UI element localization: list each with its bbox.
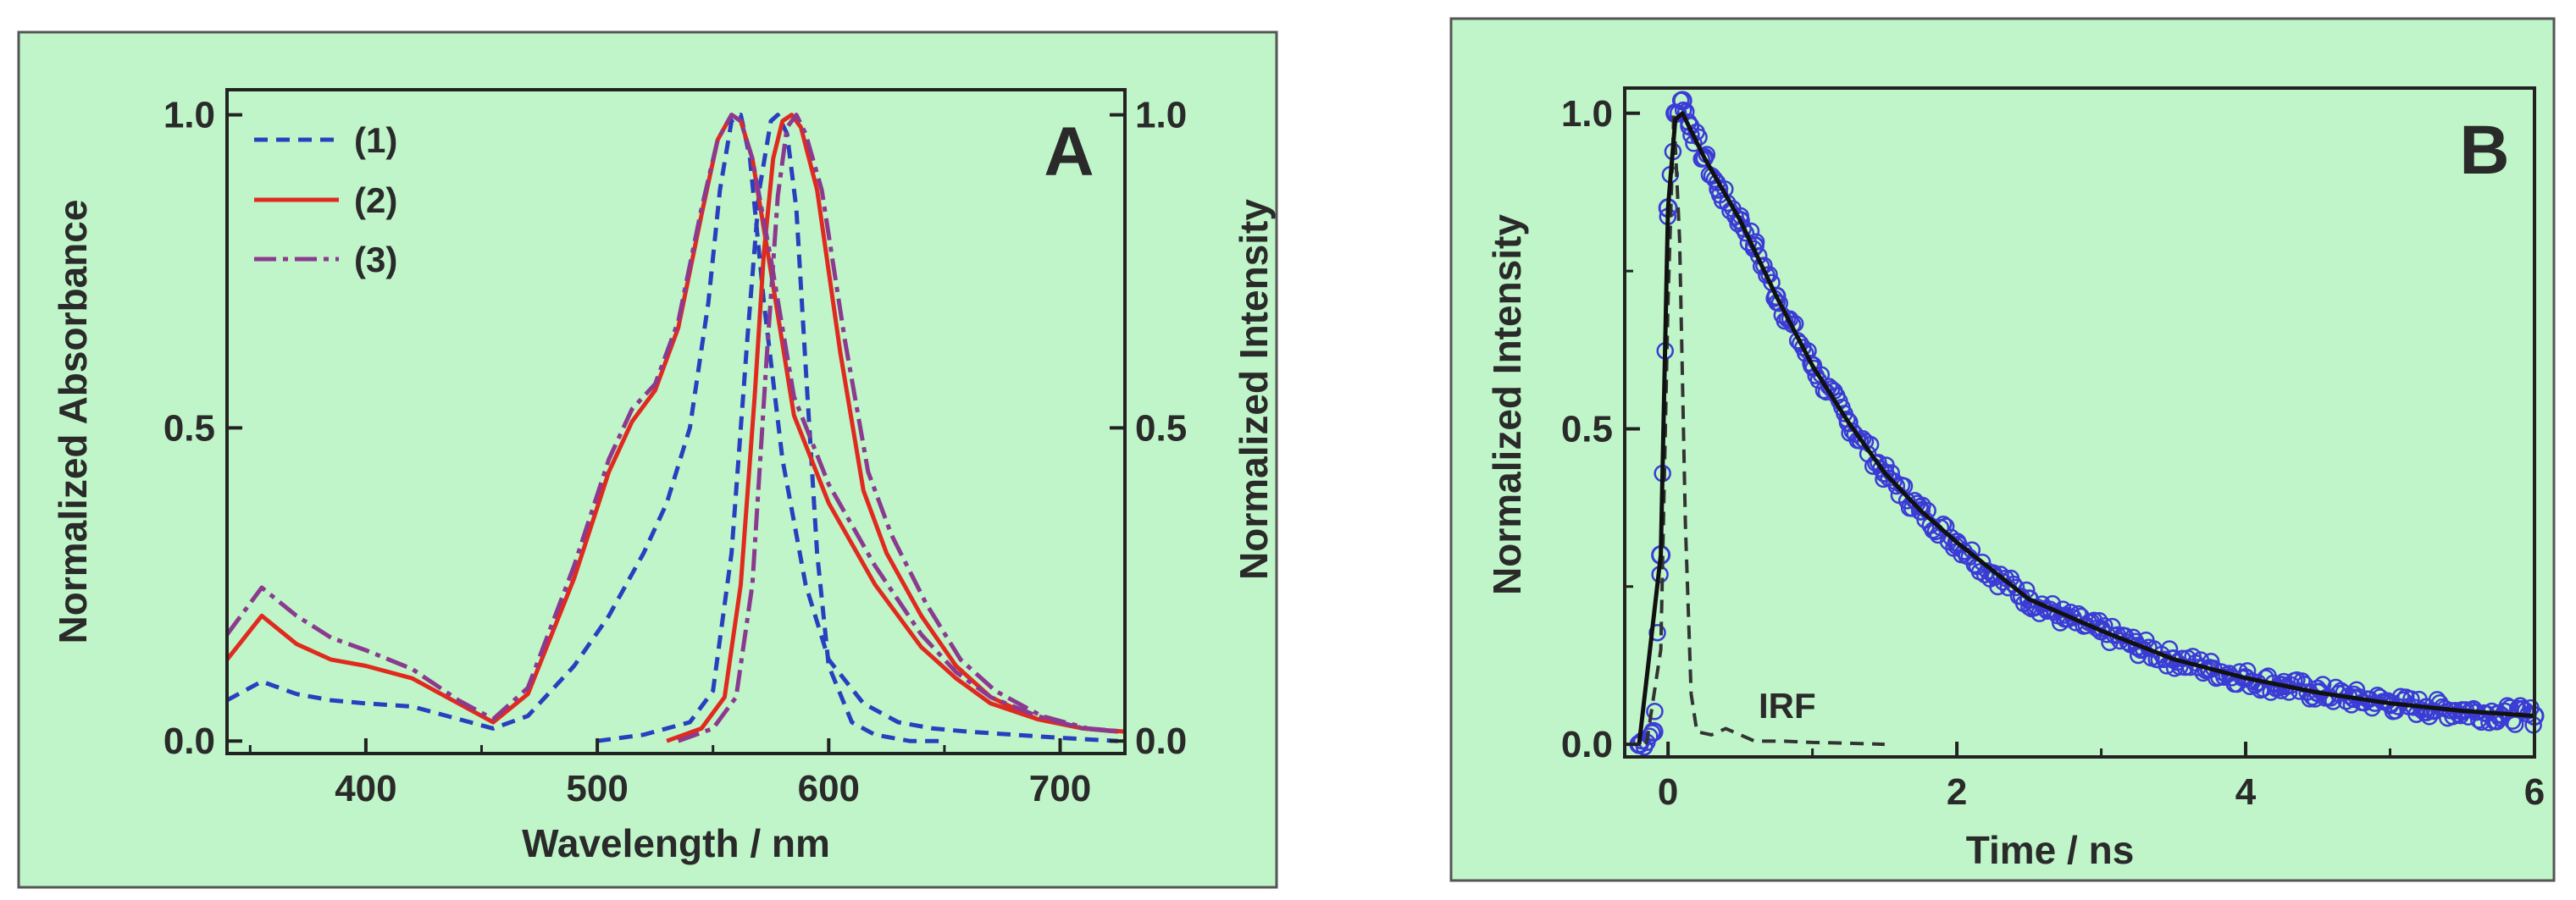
x-tick-label: 500 bbox=[566, 768, 628, 809]
x-tick-label: 2 bbox=[1947, 771, 1967, 813]
panel-a-axes-box bbox=[225, 88, 1127, 755]
y-tick-label: 1.0 bbox=[1561, 93, 1613, 135]
y-left-tick-label: 0.5 bbox=[163, 407, 215, 449]
decay-data-marker bbox=[1671, 91, 1690, 109]
decay-data-marker bbox=[1770, 295, 1789, 312]
y-right-tick-label: 0.5 bbox=[1135, 407, 1187, 449]
legend-label-series-2: (2) bbox=[354, 180, 397, 220]
legend-label-series-1: (1) bbox=[354, 120, 397, 160]
panel-b-axes-box bbox=[1623, 86, 2536, 759]
panel-b-label: B bbox=[2459, 112, 2509, 189]
panel-a-legend: (1) (2) (3) bbox=[254, 120, 397, 279]
panel-b-ticks: 0 2 4 6 0.0 0.5 1.0 bbox=[1561, 93, 2545, 813]
decay-data-marker bbox=[1797, 345, 1814, 362]
decay-data-marker bbox=[2007, 578, 2025, 597]
y-left-tick-label: 1.0 bbox=[163, 95, 215, 136]
panel-a-plot-area bbox=[224, 113, 1126, 743]
x-tick-label: 0 bbox=[1658, 771, 1678, 813]
decay-data-marker bbox=[1646, 702, 1664, 721]
panel-b: 0 2 4 6 0.0 0.5 1.0 B IRF Time / ns Normalized… bbox=[1449, 17, 2556, 882]
panel-a-y-axis-label-left: Normalized Absorbance bbox=[51, 200, 95, 644]
x-tick-label: 600 bbox=[798, 768, 860, 809]
panel-a-x-axis-label: Wavelength / nm bbox=[522, 821, 830, 865]
y-right-tick-label: 1.0 bbox=[1135, 95, 1187, 136]
decay-data-marker bbox=[1992, 566, 2009, 583]
x-tick-label: 6 bbox=[2524, 771, 2545, 813]
panel-a-label: A bbox=[1044, 113, 1094, 190]
y-tick-label: 0.0 bbox=[1561, 724, 1613, 765]
decay-data-marker bbox=[1643, 724, 1661, 742]
y-tick-label: 0.5 bbox=[1561, 408, 1613, 450]
decay-data-marker bbox=[1695, 149, 1714, 168]
series-3-absorbance-line bbox=[224, 113, 1119, 734]
panel-b-y-axis-label: Normalized Intensity bbox=[1485, 214, 1529, 595]
x-tick-label: 700 bbox=[1029, 768, 1091, 809]
panel-b-x-axis-label: Time / ns bbox=[1966, 828, 2135, 872]
y-left-tick-label: 0.0 bbox=[163, 721, 215, 762]
decay-data-marker bbox=[1973, 553, 1992, 571]
series-2-absorbance-line bbox=[225, 113, 1119, 734]
irf-line bbox=[1644, 113, 1885, 747]
panel-a: 400 500 600 700 0.0 0.5 1.0 0.0 0.5 1.0 A Wavelen… bbox=[17, 30, 1278, 889]
decay-data-marker bbox=[1648, 623, 1666, 642]
x-tick-label: 4 bbox=[2235, 771, 2257, 813]
panel-a-y-axis-label-right: Normalized Intensity bbox=[1232, 199, 1276, 580]
y-right-tick-label: 0.0 bbox=[1135, 721, 1187, 762]
panel-b-plot-area bbox=[1629, 91, 2545, 756]
decay-data-marker bbox=[2272, 682, 2291, 699]
series-1-absorbance-line bbox=[225, 113, 1118, 743]
panel-b-frame bbox=[1449, 17, 2556, 882]
series-3-emission-line bbox=[677, 113, 1126, 743]
fit-line bbox=[1637, 111, 2535, 745]
legend-label-series-3: (3) bbox=[354, 240, 397, 279]
panel-b-irf-annotation: IRF bbox=[1759, 686, 1816, 726]
panel-a-ticks: 400 500 600 700 0.0 0.5 1.0 0.0 0.5 1.0 bbox=[163, 95, 1187, 809]
x-tick-label: 400 bbox=[335, 768, 396, 809]
